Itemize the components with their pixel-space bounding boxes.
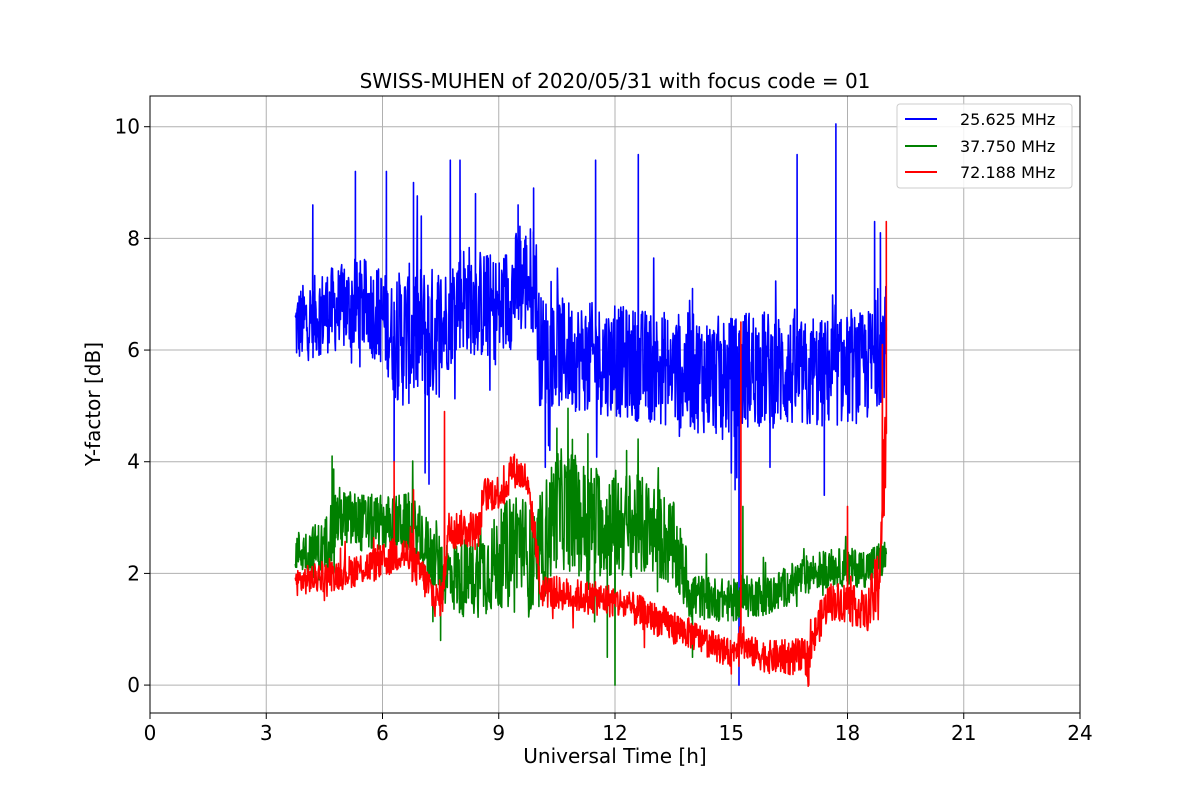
- x-tick-label: 24: [1067, 721, 1092, 745]
- legend-label-72-188-mhz: 72.188 MHz: [960, 163, 1055, 182]
- x-tick-label: 0: [144, 721, 157, 745]
- y-tick-label: 10: [115, 115, 140, 139]
- legend-label-37-750-mhz: 37.750 MHz: [960, 137, 1055, 156]
- x-tick-label: 9: [492, 721, 505, 745]
- y-tick-label: 0: [127, 673, 140, 697]
- y-tick-label: 2: [127, 561, 140, 585]
- y-tick-label: 6: [127, 338, 140, 362]
- series-line-72-188-mhz: [294, 220, 888, 687]
- series-lines: [294, 123, 888, 687]
- y-tick-label: 4: [127, 450, 140, 474]
- x-tick-label: 18: [835, 721, 860, 745]
- y-tick-label: 8: [127, 226, 140, 250]
- x-tick-label: 21: [951, 721, 976, 745]
- x-tick-label: 12: [602, 721, 627, 745]
- legend-label-25-625-mhz: 25.625 MHz: [960, 110, 1055, 129]
- y-axis-label: Y-factor [dB]: [81, 342, 105, 467]
- x-tick-label: 3: [260, 721, 273, 745]
- chart-title: SWISS-MUHEN of 2020/05/31 with focus cod…: [360, 69, 871, 93]
- x-tick-label: 15: [719, 721, 744, 745]
- x-tick-label: 6: [376, 721, 389, 745]
- legend-box: [896, 103, 1073, 189]
- series-line-25-625-mhz: [294, 123, 888, 686]
- x-axis-label: Universal Time [h]: [523, 744, 706, 768]
- legend: 25.625 MHz 37.750 MHz 72.188 MHz: [896, 103, 1073, 189]
